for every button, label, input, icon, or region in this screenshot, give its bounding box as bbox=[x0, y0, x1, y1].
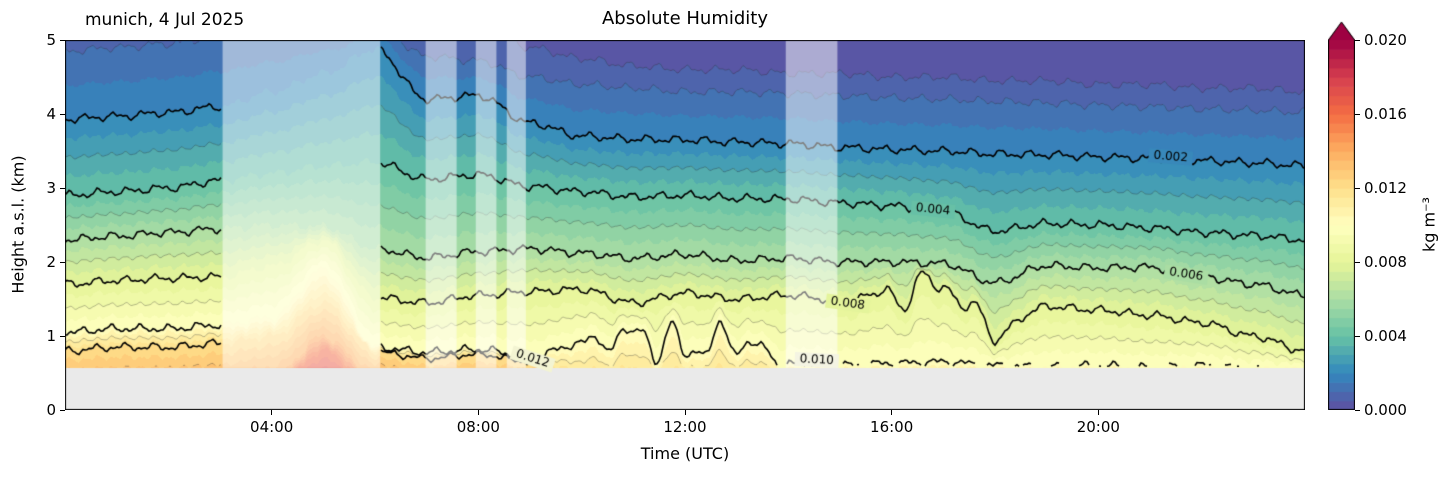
x-tick-label: 12:00 bbox=[663, 418, 707, 436]
x-tick bbox=[1097, 410, 1099, 415]
y-tick bbox=[60, 409, 65, 411]
y-tick bbox=[60, 187, 65, 189]
x-axis-title: Time (UTC) bbox=[640, 444, 730, 463]
y-tick bbox=[60, 261, 65, 263]
x-tick bbox=[684, 410, 686, 415]
colorbar-tick-label: 0.016 bbox=[1364, 105, 1407, 123]
y-tick-label: 5 bbox=[46, 31, 56, 49]
y-tick-label: 2 bbox=[46, 253, 56, 271]
y-tick-label: 3 bbox=[46, 179, 56, 197]
colorbar-tick-label: 0.020 bbox=[1364, 31, 1407, 49]
colorbar-tick-label: 0.000 bbox=[1364, 401, 1407, 419]
x-tick-label: 20:00 bbox=[1076, 418, 1120, 436]
colorbar-tick-label: 0.004 bbox=[1364, 327, 1407, 345]
chart-title: Absolute Humidity bbox=[601, 8, 768, 29]
humidity-contour-plot bbox=[65, 40, 1305, 410]
x-tick-label: 08:00 bbox=[456, 418, 500, 436]
y-tick bbox=[60, 335, 65, 337]
y-tick bbox=[60, 113, 65, 115]
colorbar-tick bbox=[1355, 409, 1360, 411]
colorbar-tick bbox=[1355, 187, 1360, 189]
y-tick-label: 0 bbox=[46, 401, 56, 419]
x-tick bbox=[477, 410, 479, 415]
colorbar-tick-label: 0.008 bbox=[1364, 253, 1407, 271]
colorbar-tick bbox=[1355, 39, 1360, 41]
y-tick bbox=[60, 39, 65, 41]
colorbar-tick bbox=[1355, 261, 1360, 263]
x-tick bbox=[271, 410, 273, 415]
colorbar-tick bbox=[1355, 335, 1360, 337]
x-tick-label: 16:00 bbox=[870, 418, 914, 436]
colorbar-tick bbox=[1355, 113, 1360, 115]
x-tick bbox=[891, 410, 893, 415]
y-tick-label: 4 bbox=[46, 105, 56, 123]
site-date-label: munich, 4 Jul 2025 bbox=[85, 10, 245, 30]
colorbar-tick-label: 0.012 bbox=[1364, 179, 1407, 197]
colorbar bbox=[1328, 19, 1355, 410]
y-tick-label: 1 bbox=[46, 327, 56, 345]
x-tick-label: 04:00 bbox=[250, 418, 294, 436]
